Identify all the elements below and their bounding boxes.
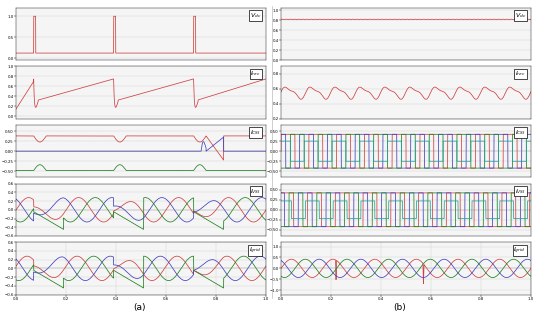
Text: $I_{grid}$: $I_{grid}$ — [248, 245, 261, 255]
Text: $I_{rec}$: $I_{rec}$ — [251, 70, 261, 78]
Text: $I_{VSI}$: $I_{VSI}$ — [250, 187, 261, 196]
Text: $I_{VSI}$: $I_{VSI}$ — [515, 187, 526, 196]
Text: $I_{CSI}$: $I_{CSI}$ — [250, 128, 261, 137]
Text: $I_{grid}$: $I_{grid}$ — [514, 245, 526, 255]
Text: $I_{CSI}$: $I_{CSI}$ — [515, 128, 526, 137]
Text: (a): (a) — [133, 303, 146, 312]
Text: (b): (b) — [393, 303, 406, 312]
Text: $V_{dc}$: $V_{dc}$ — [515, 11, 526, 20]
Text: $I_{rec}$: $I_{rec}$ — [515, 70, 526, 78]
Text: $V_{dc}$: $V_{dc}$ — [250, 11, 261, 20]
